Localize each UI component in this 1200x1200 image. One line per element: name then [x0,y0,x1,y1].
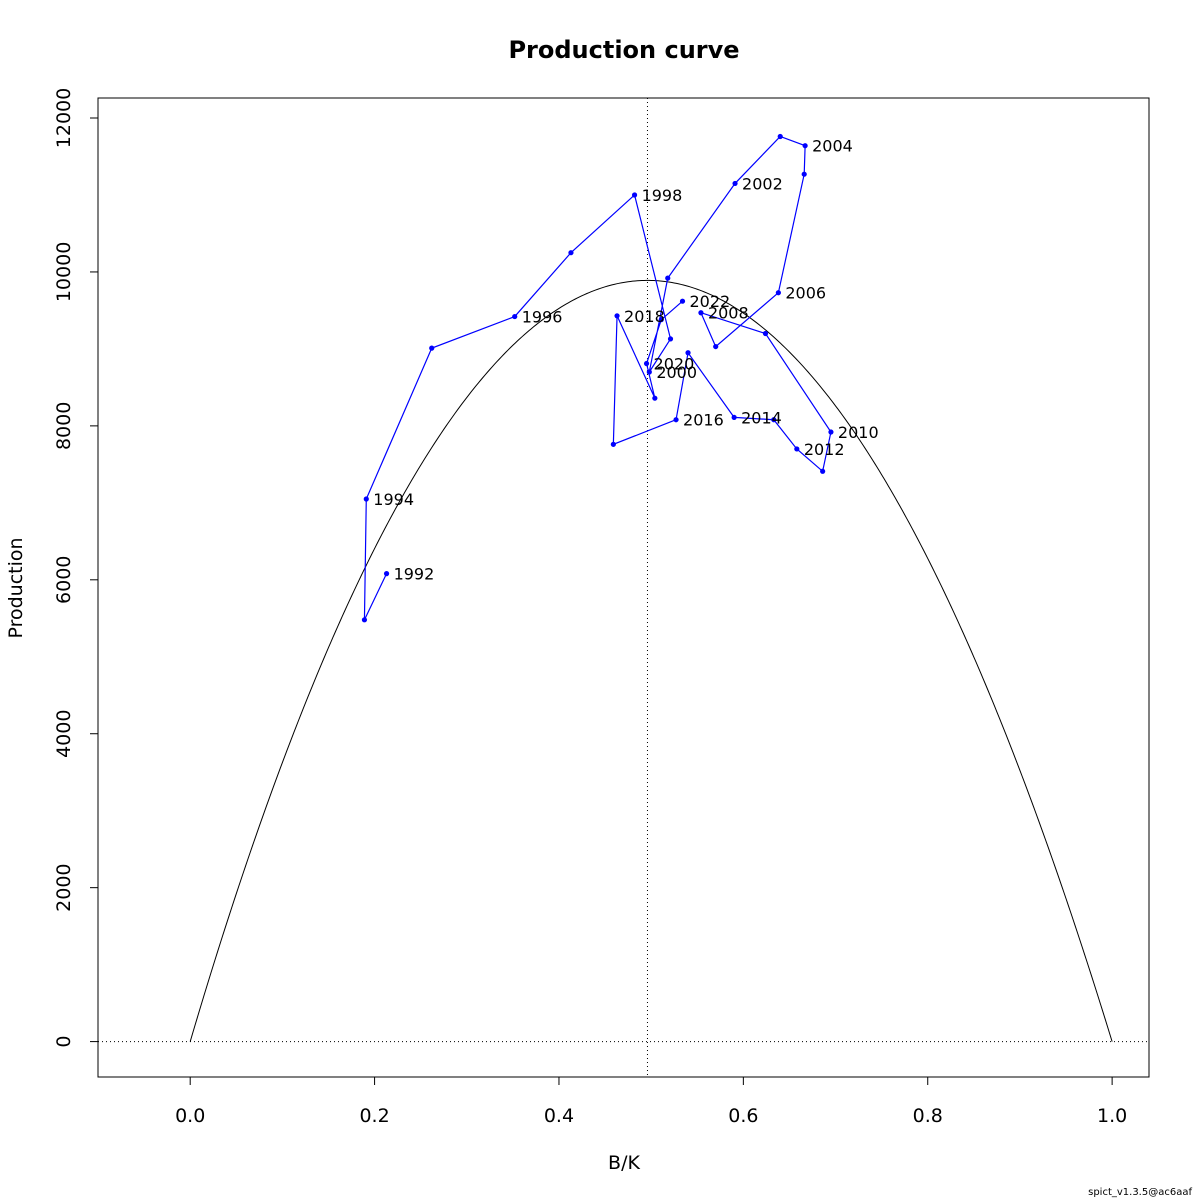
trajectory-point [383,571,390,577]
reference-lines [98,98,1149,1077]
trajectory-point [429,345,435,351]
x-tick-label: 0.6 [728,1105,758,1127]
x-axis-label: B/K [608,1152,640,1174]
trajectory-point [610,441,616,447]
year-label: 2020 [654,355,695,374]
year-label: 2006 [785,284,826,303]
production-curve-layer [189,279,1113,1042]
y-tick-label: 6000 [53,556,75,604]
trajectory-point [679,298,686,304]
chart-title: Production curve [508,36,739,64]
trajectory-line [363,135,832,621]
plot-frame [97,97,1150,1078]
trajectory-point [685,350,691,356]
trajectory-point [698,310,704,316]
y-tick-label: 0 [53,1036,75,1048]
year-label: 2012 [804,440,845,459]
trajectory-point [801,171,807,177]
trajectory-layer [361,133,834,623]
year-label: 2000 [656,363,697,382]
y-tick-label: 2000 [53,863,75,911]
trajectory-point [731,414,737,421]
year-label: 2022 [690,292,731,311]
year-label: 2002 [742,174,783,193]
trajectory-point [512,313,518,320]
y-tick-label: 8000 [53,402,75,450]
trajectory-point [652,395,658,401]
trajectory-point [361,617,368,623]
x-tick-label: 0.4 [544,1105,574,1127]
trajectory-point [777,133,783,140]
x-axis: 0.0 0.2 0.4 0.6 0.8 1.0 [175,1076,1127,1127]
trajectory-point [820,468,826,474]
y-tick-label: 10000 [53,242,75,302]
trajectory-point [762,330,769,337]
version-footer: spict_v1.3.5@ac6aaf [1088,1187,1192,1198]
year-label: 2008 [708,304,749,323]
trajectory-point [665,275,671,281]
y-tick-label: 12000 [53,88,75,148]
year-label: 2004 [812,137,853,156]
trajectory-point [732,180,738,187]
trajectory-point [614,313,620,319]
trajectory-point [828,429,834,435]
trajectory-point [771,417,777,423]
year-label: 1998 [642,186,683,205]
year-label: 1992 [394,565,435,584]
trajectory-point [775,290,781,296]
y-tick-label: 4000 [53,710,75,758]
trajectory-point [673,417,679,423]
trajectory-point [667,336,674,342]
trajectory-point [794,446,800,452]
year-label: 1996 [522,308,563,327]
x-tick-label: 0.0 [175,1105,205,1127]
year-labels: 1992 1994 1996 1998 2000 2002 2004 2006 2008 2010… [373,137,878,584]
trajectory-point [568,250,574,256]
trajectory-point [631,192,638,198]
trajectory-point [363,496,369,502]
year-label: 2010 [838,423,879,442]
trajectory-point [658,317,664,323]
x-tick-label: 1.0 [1097,1105,1127,1127]
year-label: 2016 [683,411,724,430]
x-tick-label: 0.8 [913,1105,943,1127]
y-axis: 0 2000 4000 6000 8000 10000 12000 [53,88,99,1048]
production-curve-line [189,279,1113,1042]
year-label: 2014 [741,408,782,427]
y-axis-label: Production [5,537,27,638]
trajectory-point [646,369,652,375]
trajectory-point [643,360,650,367]
trajectory-point [713,343,719,350]
x-tick-label: 0.2 [359,1105,389,1127]
trajectory-point [802,143,808,149]
year-label: 2018 [624,307,665,326]
year-label: 1994 [373,490,414,509]
